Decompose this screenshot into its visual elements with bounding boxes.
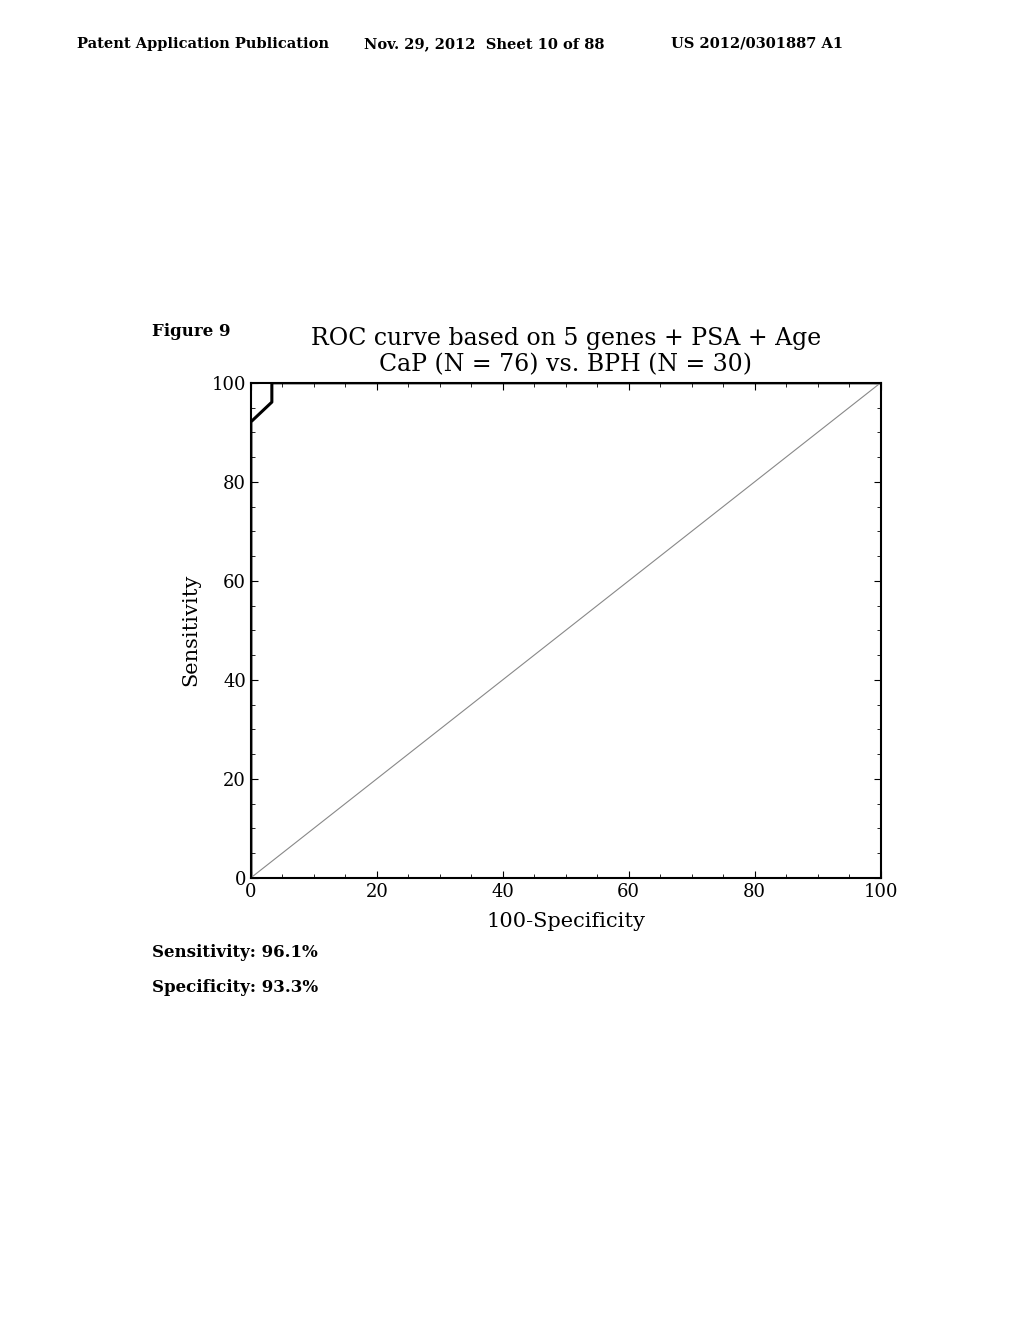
Text: Nov. 29, 2012  Sheet 10 of 88: Nov. 29, 2012 Sheet 10 of 88 — [364, 37, 604, 51]
Text: Figure 9: Figure 9 — [152, 323, 230, 341]
Text: Patent Application Publication: Patent Application Publication — [77, 37, 329, 51]
Text: ROC curve based on 5 genes + PSA + Age
CaP (N = 76) vs. BPH (N = 30): ROC curve based on 5 genes + PSA + Age C… — [310, 326, 821, 376]
Text: US 2012/0301887 A1: US 2012/0301887 A1 — [671, 37, 843, 51]
Y-axis label: Sensitivity: Sensitivity — [181, 574, 201, 686]
Text: Sensitivity: 96.1%: Sensitivity: 96.1% — [152, 944, 317, 961]
Text: Specificity: 93.3%: Specificity: 93.3% — [152, 979, 317, 997]
X-axis label: 100-Specificity: 100-Specificity — [486, 912, 645, 931]
